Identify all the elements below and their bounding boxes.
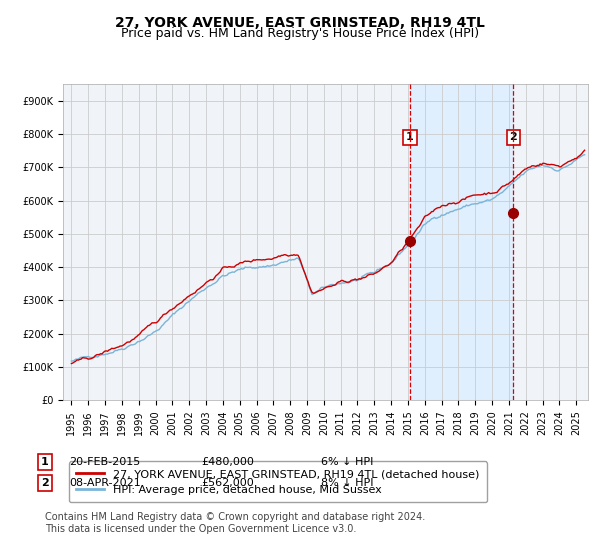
Legend: 27, YORK AVENUE, EAST GRINSTEAD, RH19 4TL (detached house), HPI: Average price, : 27, YORK AVENUE, EAST GRINSTEAD, RH19 4T… [68,461,487,502]
Bar [410,84,514,400]
Text: 1: 1 [41,457,49,467]
Text: 20-FEB-2015: 20-FEB-2015 [69,457,140,467]
Text: 1: 1 [406,132,414,142]
Text: 2: 2 [509,132,517,142]
Text: £562,000: £562,000 [201,478,254,488]
Text: 2: 2 [41,478,49,488]
Text: 8% ↓ HPI: 8% ↓ HPI [321,478,373,488]
Text: £480,000: £480,000 [201,457,254,467]
Text: Contains HM Land Registry data © Crown copyright and database right 2024.
This d: Contains HM Land Registry data © Crown c… [45,512,425,534]
Text: 27, YORK AVENUE, EAST GRINSTEAD, RH19 4TL: 27, YORK AVENUE, EAST GRINSTEAD, RH19 4T… [115,16,485,30]
Text: 6% ↓ HPI: 6% ↓ HPI [321,457,373,467]
Text: Price paid vs. HM Land Registry's House Price Index (HPI): Price paid vs. HM Land Registry's House … [121,27,479,40]
Text: 08-APR-2021: 08-APR-2021 [69,478,141,488]
